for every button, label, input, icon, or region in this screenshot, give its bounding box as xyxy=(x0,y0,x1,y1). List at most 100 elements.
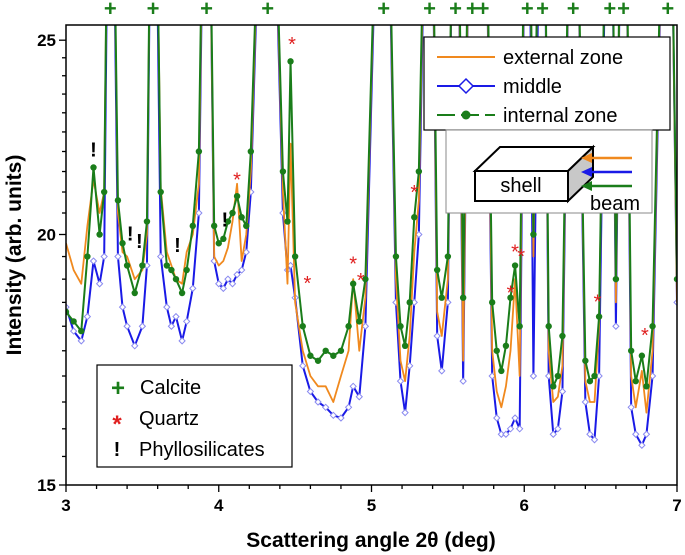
calcite-marker: + xyxy=(567,0,580,21)
series-line-internal-zone xyxy=(66,25,677,388)
calcite-marker: + xyxy=(466,0,479,21)
beam-arrow-orange xyxy=(581,153,632,163)
data-point-internal-zone xyxy=(314,357,322,364)
data-point-middle xyxy=(405,362,414,370)
data-point-internal-zone xyxy=(279,168,287,175)
data-point-internal-zone xyxy=(498,367,505,375)
data-point-internal-zone xyxy=(493,347,500,354)
data-point-middle xyxy=(459,377,467,385)
data-point-middle xyxy=(219,284,228,293)
data-point-middle xyxy=(396,377,405,385)
data-point-middle xyxy=(529,372,538,380)
data-point-internal-zone xyxy=(78,327,85,335)
calcite-marker: + xyxy=(261,0,274,21)
quartz-marker: * xyxy=(288,34,296,56)
data-point-internal-zone xyxy=(401,342,409,350)
data-point-internal-zone xyxy=(356,318,363,325)
data-point-internal-zone xyxy=(330,352,337,359)
data-point-internal-zone xyxy=(114,197,122,204)
quartz-marker: * xyxy=(641,325,649,347)
data-point-middle xyxy=(349,382,357,391)
calcite-marker: + xyxy=(104,0,117,21)
data-point-middle xyxy=(549,430,557,438)
calcite-marker: + xyxy=(449,0,462,21)
legend-diamond-marker xyxy=(457,77,475,95)
data-point-middle xyxy=(83,312,92,321)
data-point-internal-zone xyxy=(139,262,146,269)
data-point-middle xyxy=(69,327,78,335)
y-tick-label: 20 xyxy=(37,225,56,244)
symbol-legend: + Calcite * Quartz ! Phyllosilicates xyxy=(96,364,293,468)
data-point-middle xyxy=(189,284,197,293)
data-point-middle xyxy=(642,430,651,438)
data-point-internal-zone xyxy=(459,294,467,301)
data-point-middle xyxy=(123,322,131,330)
data-point-middle xyxy=(612,322,620,330)
phyllosilicate-marker: ! xyxy=(127,223,134,245)
data-point-middle xyxy=(506,425,515,433)
calcite-legend-label: Calcite xyxy=(140,377,201,399)
y-axis-label: Intensity (arb. units) xyxy=(3,155,26,356)
data-point-middle xyxy=(89,257,98,265)
calcite-marker: + xyxy=(423,0,436,21)
calcite-marker: + xyxy=(536,0,549,21)
phyllosilicates-legend-symbol: ! xyxy=(114,439,121,461)
data-point-middle xyxy=(224,275,232,283)
data-point-middle xyxy=(554,425,562,433)
data-point-middle xyxy=(515,425,524,433)
axes-layer: 3 4 5 6 7 15 20 25 xyxy=(37,31,682,515)
quartz-marker: * xyxy=(511,242,519,264)
data-point-internal-zone xyxy=(433,266,441,274)
data-point-middle xyxy=(131,342,139,350)
data-point-middle xyxy=(77,337,85,345)
data-point-middle xyxy=(337,414,345,422)
data-point-middle xyxy=(321,403,330,412)
shell-block-front xyxy=(474,170,569,202)
data-point-internal-zone xyxy=(224,218,232,225)
data-point-internal-zone xyxy=(397,323,404,330)
data-point-middle xyxy=(167,322,176,330)
data-point-internal-zone xyxy=(131,289,138,297)
calcite-marker: + xyxy=(521,0,534,21)
phyllosilicate-marker: ! xyxy=(136,231,143,253)
data-point-middle xyxy=(415,230,423,239)
x-tick-label: 5 xyxy=(367,496,376,515)
data-point-middle xyxy=(228,280,237,288)
data-point-internal-zone xyxy=(284,218,291,225)
data-point-middle xyxy=(433,332,441,340)
legend-circle-marker xyxy=(461,110,471,120)
beam-arrow-green xyxy=(581,181,632,191)
calcite-marker: + xyxy=(377,0,390,21)
x-axis-label: Scattering angle 2θ (deg) xyxy=(246,529,495,552)
data-point-internal-zone xyxy=(168,266,175,274)
quartz-marker: * xyxy=(233,170,241,192)
data-point-middle xyxy=(95,280,104,288)
calcite-legend-symbol: + xyxy=(111,375,125,402)
data-point-internal-zone xyxy=(229,209,236,217)
data-point-middle xyxy=(355,393,363,401)
data-point-internal-zone xyxy=(70,318,77,325)
data-point-middle xyxy=(361,322,370,330)
data-point-internal-zone xyxy=(559,332,566,340)
quartz-marker: * xyxy=(410,182,418,204)
data-point-middle xyxy=(314,398,322,406)
data-point-internal-zone xyxy=(337,347,345,354)
data-point-middle xyxy=(493,414,501,422)
series-line-middle xyxy=(66,25,677,447)
data-point-internal-zone xyxy=(163,262,171,269)
data-point-middle xyxy=(163,303,171,311)
data-point-middle xyxy=(138,322,147,330)
data-point-middle xyxy=(114,252,122,261)
x-tick-label: 7 xyxy=(672,496,681,515)
x-tick-label: 4 xyxy=(214,496,224,515)
data-point-internal-zone xyxy=(649,323,656,330)
data-point-internal-zone xyxy=(502,342,510,350)
legend-label-internal: internal zone xyxy=(503,105,618,127)
data-point-middle xyxy=(172,312,180,321)
data-point-internal-zone xyxy=(183,266,190,274)
inset-diagram: shell beam xyxy=(445,129,653,215)
data-point-internal-zone xyxy=(406,299,413,306)
data-point-internal-zone xyxy=(84,253,91,260)
data-point-middle xyxy=(627,403,635,412)
data-point-internal-zone xyxy=(172,275,180,283)
